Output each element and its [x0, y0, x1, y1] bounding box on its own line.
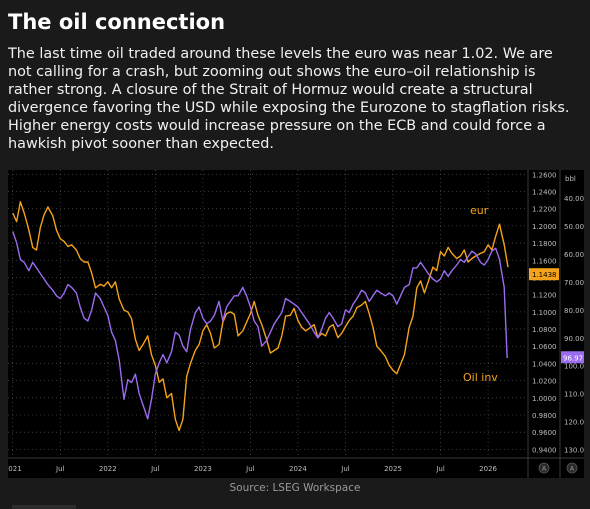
axis-auto-icon: [538, 462, 550, 474]
x-axis-tick-label: Jul: [150, 465, 160, 473]
x-axis-tick-label: 2024: [289, 465, 307, 473]
eur-oil-line-chart: 1.2600 1.2400 1.2200 1.2000 1.1800 1.1600 1.14…: [4, 170, 589, 478]
oil-axis-tick-label: 120.00: [564, 419, 584, 427]
eur-last-value-badge: [529, 268, 559, 281]
chart-panel: 1.2600 1.2400 1.2200 1.2000 1.1800 1.1600 1.14…: [4, 170, 589, 478]
oil-last-value-badge: [561, 351, 584, 364]
source-note: Source: LSEG Workspace: [229, 482, 361, 494]
x-axis-tick-label: 2025: [384, 465, 402, 473]
axes: 1.2600 1.2400 1.2200 1.2000 1.1800 1.1600 1.14…: [4, 170, 589, 478]
oil-axis-tick-label: 80.00: [564, 307, 584, 315]
eur-axis-tick-label: 1.0000: [532, 395, 557, 403]
eur-axis-tick-label: 1.1800: [532, 240, 557, 248]
x-axis-tick-label: 2022: [99, 465, 117, 473]
eur-axis-tick-label: 1.1600: [532, 257, 557, 265]
series-label-eur: eur: [470, 204, 489, 217]
eur-axis-tick-label: 1.2600: [532, 171, 557, 179]
eur-axis-tick-label: 1.0200: [532, 378, 557, 386]
oil-axis-tick-label: 100.00: [564, 363, 584, 371]
oil-axis-tick-label: 110.00: [564, 391, 584, 399]
eur-axis-tick-label: 1.1000: [532, 309, 557, 317]
x-axis-tick-label: 2023: [194, 465, 212, 473]
x-axis-tick-label: Jul: [435, 465, 445, 473]
x-axis-tick-label: Jul: [340, 465, 350, 473]
eur-axis-tick-label: 0.9400: [532, 446, 557, 454]
eur-last-value: 1.1438: [532, 271, 557, 279]
eur-axis-tick-label: 0.9600: [532, 429, 557, 437]
eur-axis-tick-label: 1.1200: [532, 292, 557, 300]
oil-axis-tick-label: 40.00: [564, 195, 584, 203]
oil-axis-tick-label: 130.00: [564, 447, 584, 455]
x-axis-tick-label: Jul: [245, 465, 255, 473]
x-axis-tick-label: Jul: [55, 465, 65, 473]
oil-axis-tick-label: 60.00: [564, 251, 584, 259]
eur-axis-tick-label: 1.2000: [532, 223, 557, 231]
intro-paragraph: The last time oil traded around these le…: [8, 46, 570, 152]
axis-auto-icon-label: A: [542, 466, 547, 473]
axis-auto-icon: [566, 462, 578, 474]
oil-axis-tick-label: 90.00: [564, 335, 584, 343]
series-line-eur: [12, 201, 509, 432]
gridlines: [8, 170, 528, 458]
axis-auto-icon-label: A: [570, 466, 575, 473]
series-label-oil-inv: Oil inv: [463, 371, 498, 384]
eur-axis-tick-label: 1.2200: [532, 206, 557, 214]
page-title: The oil connection: [8, 10, 226, 34]
eur-axis-tick-label: 1.0800: [532, 326, 557, 334]
oil-axis-tick-label: 50.00: [564, 223, 584, 231]
eur-axis-tick-label: 1.0400: [532, 360, 557, 368]
bottom-tab: [12, 505, 76, 509]
eur-axis-tick-label: 0.9800: [532, 412, 557, 420]
oil-last-value: 96.97: [563, 354, 583, 362]
eur-axis-tick-label: 1.2400: [532, 188, 557, 196]
series-line-oil-inv: [12, 231, 508, 420]
eur-axis-tick-label: 1.0600: [532, 343, 557, 351]
oil-axis-tick-label: 70.00: [564, 279, 584, 287]
series-labels: eur Oil inv: [463, 204, 498, 384]
oil-axis-unit-label: bbl: [565, 175, 576, 183]
series-lines: [12, 201, 509, 432]
x-axis-tick-label: 2021: [8, 465, 22, 473]
x-axis-tick-label: 2026: [479, 465, 497, 473]
